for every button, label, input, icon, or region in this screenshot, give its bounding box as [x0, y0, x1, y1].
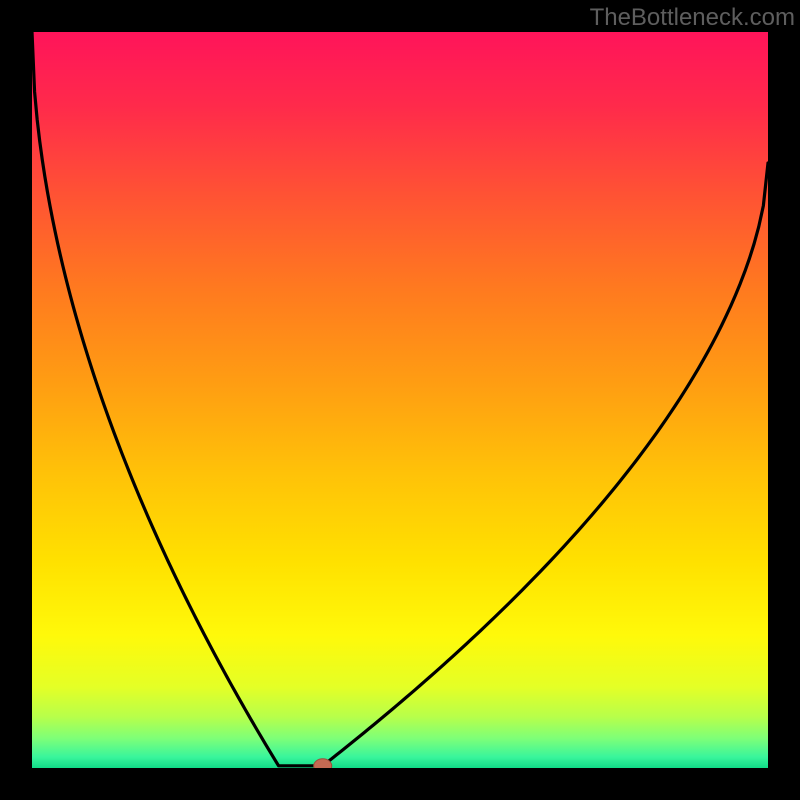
gradient-plot-area: [32, 32, 768, 768]
watermark-text: TheBottleneck.com: [590, 4, 795, 32]
bottleneck-chart-svg: [0, 0, 800, 800]
chart-stage: TheBottleneck.com: [0, 0, 800, 800]
